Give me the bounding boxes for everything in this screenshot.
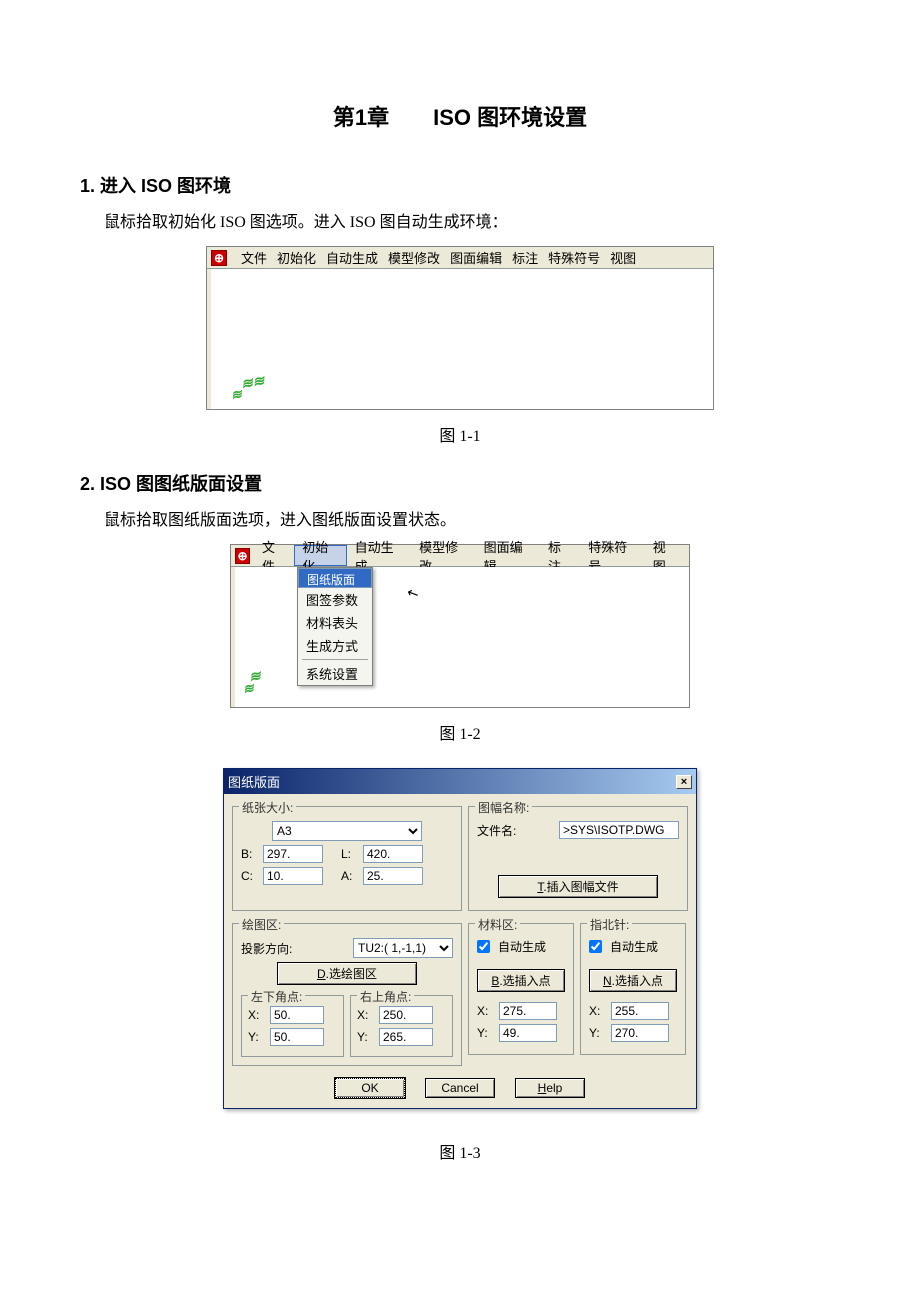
menu-item-file[interactable]: 文件: [241, 248, 267, 267]
L-label: L:: [341, 847, 359, 861]
tr-y-label: Y:: [357, 1030, 375, 1044]
compass-y-label: Y:: [589, 1026, 607, 1040]
tr-x-input[interactable]: [379, 1006, 433, 1024]
A-label: A:: [341, 869, 359, 883]
select-draw-area-button[interactable]: D.选绘图区: [277, 962, 417, 985]
cursor-icon: ↖: [404, 583, 422, 603]
group-frame-label: 图幅名称:: [475, 799, 532, 816]
material-auto-checkbox[interactable]: [477, 940, 490, 953]
app-icon: ⊕: [211, 250, 227, 266]
group-compass-label: 指北针:: [587, 916, 632, 933]
figure-1-2-caption: 图 1-2: [80, 720, 840, 744]
file-name-input[interactable]: [559, 821, 679, 839]
compass-y-input[interactable]: [611, 1024, 669, 1042]
menu-item-model[interactable]: 模型修改: [388, 248, 440, 267]
dropdown-item-genmode[interactable]: 生成方式: [298, 634, 372, 657]
mat-x-input[interactable]: [499, 1002, 557, 1020]
menu-item-file[interactable]: 文件: [254, 545, 294, 566]
compass-select-point-button[interactable]: N.选插入点: [589, 969, 677, 992]
chapter-title: 第1章 ISO 图环境设置: [80, 100, 840, 132]
C-label: C:: [241, 869, 259, 883]
group-drawarea-label: 绘图区:: [239, 916, 284, 933]
menubar-2: ⊕ 文件 初始化 自动生成 模型修改 图面编辑 标注 特殊符号 视图: [231, 545, 689, 567]
bl-corner-label: 左下角点:: [248, 988, 305, 1005]
menu-item-auto[interactable]: 自动生成: [347, 545, 411, 566]
cancel-button[interactable]: Cancel: [425, 1078, 495, 1098]
menu-item-view[interactable]: 视图: [610, 248, 636, 267]
A-input[interactable]: [363, 867, 423, 885]
compass-x-input[interactable]: [611, 1002, 669, 1020]
mat-y-label: Y:: [477, 1026, 495, 1040]
menu-item-annot[interactable]: 标注: [540, 545, 580, 566]
app-icon: ⊕: [235, 548, 250, 564]
menu-item-symbol[interactable]: 特殊符号: [548, 248, 600, 267]
close-icon[interactable]: ×: [676, 775, 692, 789]
bl-y-label: Y:: [248, 1030, 266, 1044]
menu-item-view[interactable]: 视图: [645, 545, 685, 566]
ok-button[interactable]: OK: [335, 1078, 405, 1098]
figure-1-1: ⊕ 文件 初始化 自动生成 模型修改 图面编辑 标注 特殊符号 视图 ≋≋ ≋: [206, 246, 714, 410]
menu-item-draw[interactable]: 图面编辑: [476, 545, 540, 566]
paper-size-select[interactable]: A3: [272, 821, 422, 841]
section-2-heading: 2. ISO 图图纸版面设置: [80, 470, 840, 496]
paper-layout-dialog: 图纸版面 × 纸张大小: A3 B: L:: [223, 768, 697, 1109]
material-select-point-button[interactable]: B.选插入点: [477, 969, 565, 992]
C-input[interactable]: [263, 867, 323, 885]
menubar: ⊕ 文件 初始化 自动生成 模型修改 图面编辑 标注 特殊符号 视图: [207, 247, 713, 269]
material-auto-label: 自动生成: [498, 938, 546, 955]
menu-item-init-active[interactable]: 初始化: [294, 545, 346, 566]
section-1-heading: 1. 进入 ISO 图环境: [80, 172, 840, 198]
menu-item-model[interactable]: 模型修改: [411, 545, 475, 566]
group-material-label: 材料区:: [475, 916, 520, 933]
bl-y-input[interactable]: [270, 1028, 324, 1046]
file-label: 文件名:: [477, 822, 516, 839]
init-dropdown[interactable]: 图纸版面 图签参数 材料表头 生成方式 系统设置: [297, 567, 373, 686]
proj-label: 投影方向:: [241, 940, 292, 957]
dialog-title-text: 图纸版面: [228, 772, 280, 791]
B-label: B:: [241, 847, 259, 861]
help-button[interactable]: Help: [515, 1078, 585, 1098]
dropdown-item-system[interactable]: 系统设置: [298, 662, 372, 685]
compass-auto-checkbox[interactable]: [589, 940, 602, 953]
group-paper-label: 纸张大小:: [239, 799, 296, 816]
mat-x-label: X:: [477, 1004, 495, 1018]
menu-item-init[interactable]: 初始化: [277, 248, 316, 267]
tr-corner-label: 右上角点:: [357, 988, 414, 1005]
menu-item-symbol[interactable]: 特殊符号: [580, 545, 644, 566]
compass-auto-label: 自动生成: [610, 938, 658, 955]
bl-x-label: X:: [248, 1008, 266, 1022]
figure-1-2: ⊕ 文件 初始化 自动生成 模型修改 图面编辑 标注 特殊符号 视图 图纸版面 …: [230, 544, 690, 708]
B-input[interactable]: [263, 845, 323, 863]
dropdown-item-paper[interactable]: 图纸版面: [298, 568, 372, 588]
menu-item-annot[interactable]: 标注: [512, 248, 538, 267]
canvas-area-2: 图纸版面 图签参数 材料表头 生成方式 系统设置 ↖ ≋ ≋: [231, 567, 689, 707]
menu-item-draw[interactable]: 图面编辑: [450, 248, 502, 267]
tr-x-label: X:: [357, 1008, 375, 1022]
section-2-body: 鼠标拾取图纸版面选项，进入图纸版面设置状态。: [104, 506, 840, 530]
compass-x-label: X:: [589, 1004, 607, 1018]
insert-frame-file-button[interactable]: T.插入图幅文件: [498, 875, 658, 898]
L-input[interactable]: [363, 845, 423, 863]
canvas-area: ≋≋ ≋: [207, 269, 713, 409]
tr-y-input[interactable]: [379, 1028, 433, 1046]
projection-select[interactable]: TU2:( 1,-1,1): [353, 938, 453, 958]
figure-1-3-caption: 图 1-3: [80, 1139, 840, 1163]
dropdown-item-material[interactable]: 材料表头: [298, 611, 372, 634]
dropdown-separator: [302, 659, 368, 660]
figure-1-1-caption: 图 1-1: [80, 422, 840, 446]
bl-x-input[interactable]: [270, 1006, 324, 1024]
dropdown-item-stamp[interactable]: 图签参数: [298, 588, 372, 611]
dialog-titlebar: 图纸版面 ×: [224, 769, 696, 794]
section-1-body: 鼠标拾取初始化 ISO 图选项。进入 ISO 图自动生成环境：: [104, 208, 840, 232]
mat-y-input[interactable]: [499, 1024, 557, 1042]
menu-item-auto[interactable]: 自动生成: [326, 248, 378, 267]
canvas-object-1: ≋≋: [240, 372, 266, 393]
